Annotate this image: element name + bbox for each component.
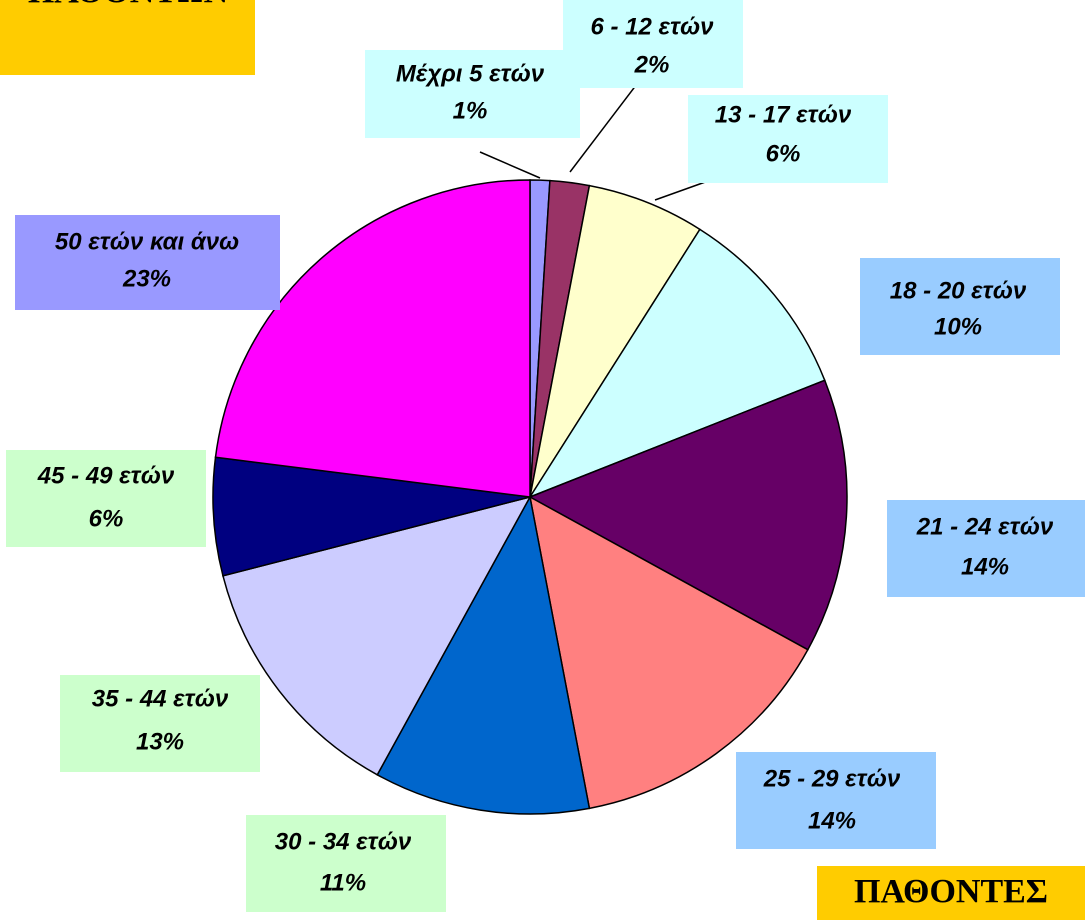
category-label: 13 - 17 ετών bbox=[715, 101, 852, 128]
value-label: 6% bbox=[89, 505, 124, 532]
pie-slice bbox=[528, 379, 848, 651]
label-box bbox=[887, 500, 1085, 597]
category-label: 21 - 24 ετών bbox=[916, 513, 1054, 540]
label-box bbox=[688, 95, 888, 183]
pie-slice bbox=[212, 456, 531, 577]
label-box bbox=[246, 815, 446, 912]
pie-slice bbox=[376, 494, 591, 815]
label-box bbox=[736, 752, 936, 849]
label-box bbox=[365, 50, 580, 138]
value-label: 1% bbox=[453, 97, 488, 124]
category-label: 45 - 49 ετών bbox=[37, 462, 175, 489]
category-label: 50 ετών και άνω bbox=[55, 228, 239, 255]
value-label: 13% bbox=[136, 728, 184, 755]
pie-slice bbox=[222, 495, 532, 776]
category-label: 18 - 20 ετών bbox=[890, 277, 1027, 304]
value-label: 14% bbox=[961, 553, 1009, 580]
label-box bbox=[60, 675, 260, 772]
labels: Μέχρι 5 ετών 1% 13 - 17 ετών 6% 6 - 12 ετών 2… bbox=[6, 0, 1085, 912]
category-label: 35 - 44 ετών bbox=[92, 685, 229, 712]
category-label: 30 - 34 ετών bbox=[275, 828, 412, 855]
chart-title: ΠΑΘΟΝΤΩΝ bbox=[28, 0, 229, 10]
pie-slice bbox=[529, 184, 701, 498]
category-label: 6 - 12 ετών bbox=[590, 13, 714, 40]
value-label: 2% bbox=[634, 51, 670, 78]
pie bbox=[212, 179, 848, 815]
label-box bbox=[563, 0, 743, 88]
value-label: 10% bbox=[934, 313, 982, 340]
value-label: 11% bbox=[320, 869, 366, 896]
label-box bbox=[6, 450, 206, 547]
leader-line bbox=[479, 151, 541, 179]
title-box bbox=[0, 0, 255, 75]
pie-slice bbox=[214, 179, 531, 498]
chart-subtitle: ΠΑΘΟΝΤΕΣ bbox=[854, 873, 1048, 910]
pie-slice bbox=[528, 228, 826, 499]
leader-line bbox=[569, 79, 641, 173]
value-label: 14% bbox=[808, 807, 856, 834]
pie-slice bbox=[528, 495, 809, 810]
subtitle-box bbox=[817, 866, 1085, 920]
label-box bbox=[15, 215, 280, 310]
value-label: 23% bbox=[122, 265, 171, 292]
category-label: 25 - 29 ετών bbox=[763, 765, 901, 792]
category-label: Μέχρι 5 ετών bbox=[396, 60, 545, 87]
label-box bbox=[860, 258, 1060, 355]
value-label: 6% bbox=[766, 140, 801, 167]
